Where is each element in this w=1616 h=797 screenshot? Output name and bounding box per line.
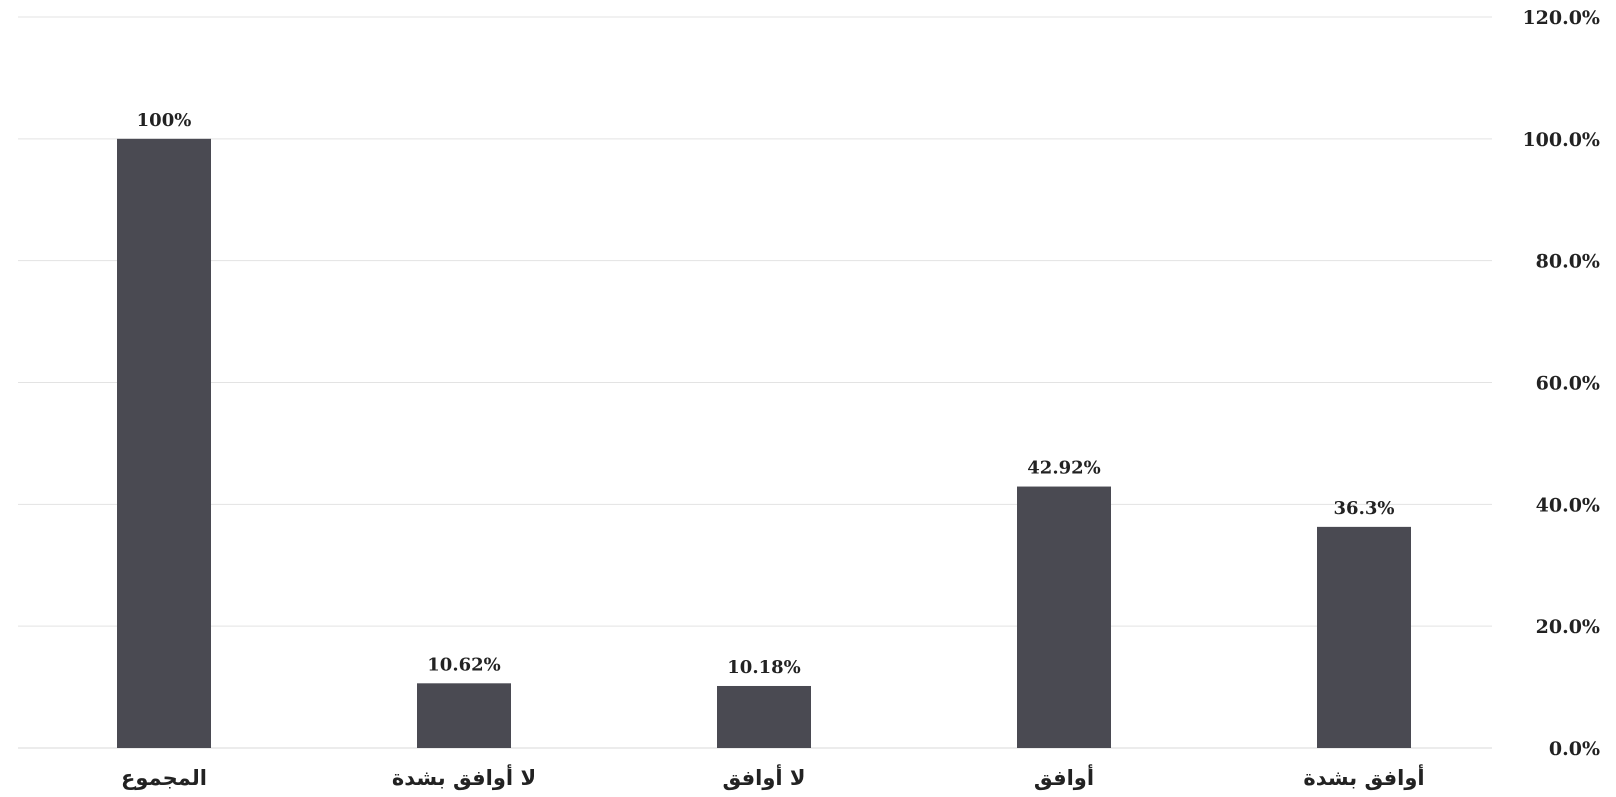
data-label: 42.92% <box>1027 458 1100 479</box>
y-tick-label: 60.0% <box>1536 373 1600 395</box>
x-tick-label: أوافق <box>1034 763 1094 790</box>
x-tick-label: لا أوافق <box>722 763 805 790</box>
y-tick-label: 100.0% <box>1522 129 1600 151</box>
x-tick-label: أوافق بشدة <box>1303 763 1424 790</box>
data-label: 36.3% <box>1334 498 1395 519</box>
data-label: 100% <box>137 110 192 131</box>
y-tick-label: 80.0% <box>1536 251 1600 273</box>
y-tick-label: 0.0% <box>1549 738 1600 760</box>
data-label: 10.62% <box>427 654 500 675</box>
y-tick-label: 120.0% <box>1522 7 1600 29</box>
bar <box>1017 486 1111 748</box>
gridlines <box>18 16 1492 749</box>
bars <box>117 138 1411 749</box>
y-axis: 0.0% 20.0% 40.0% 60.0% 80.0% 100.0% 120.0% <box>1522 7 1600 760</box>
y-tick-label: 40.0% <box>1536 494 1600 516</box>
x-tick-label: لا أوافق بشدة <box>392 763 536 790</box>
data-label: 10.18% <box>727 657 800 678</box>
bar <box>417 683 511 748</box>
bar <box>717 685 811 748</box>
x-tick-label: المجموع <box>121 766 207 790</box>
data-labels: 100% 10.62% 10.18% 42.92% 36.3% <box>137 110 1395 678</box>
bar <box>117 138 211 749</box>
y-tick-label: 20.0% <box>1536 616 1600 638</box>
bar <box>1317 526 1411 748</box>
x-axis: المجموع لا أوافق بشدة لا أوافق أوافق أوافق ب… <box>121 763 1425 790</box>
